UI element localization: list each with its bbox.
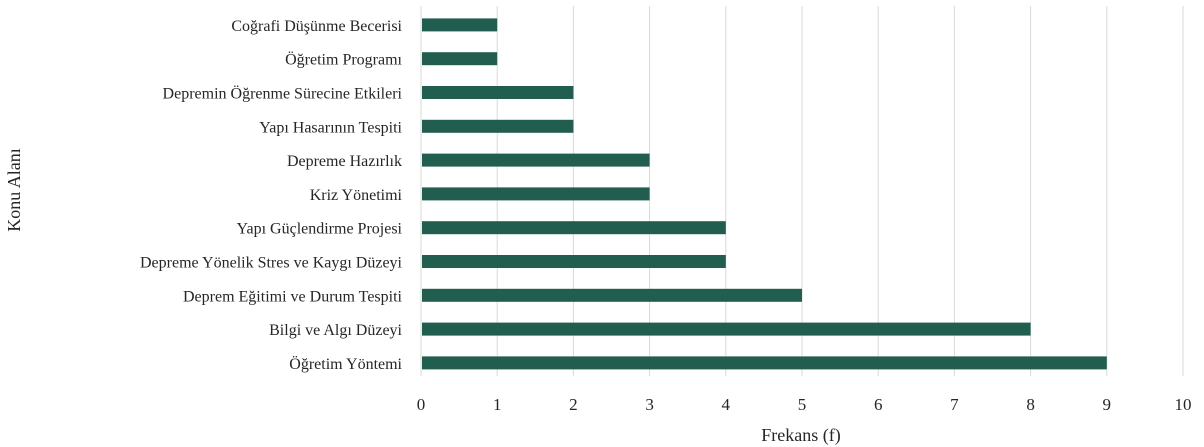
x-axis-title: Frekans (f) [761,425,840,446]
bar [422,322,1031,336]
y-axis-title: Konu Alanı [4,148,24,232]
x-tick-label: 1 [493,395,502,414]
category-label: Bilgi ve Algı Düzeyi [269,322,402,339]
category-label: Depreme Yönelik Stres ve Kaygı Düzeyi [140,255,403,272]
bar [422,221,726,235]
bar [422,18,498,32]
bars [422,18,1107,370]
bar [422,119,574,133]
gridlines [420,6,1184,376]
bar [422,255,726,268]
bar [422,187,650,201]
x-tick-label: 8 [1026,395,1035,414]
bar [422,356,1107,370]
category-label: Öğretim Yöntemi [289,355,402,373]
category-label: Kriz Yönetimi [310,187,403,204]
x-tick-label: 6 [874,395,883,414]
x-tick-label: 9 [1103,395,1112,414]
bar [422,52,498,66]
category-label: Yapı Hasarının Tespiti [259,119,402,136]
bar [422,153,650,167]
category-label: Deprem Eğitimi ve Durum Tespiti [183,288,403,305]
category-label: Depremin Öğrenme Sürecine Etkileri [163,85,403,103]
category-label: Yapı Güçlendirme Projesi [237,221,403,238]
x-tick-label: 4 [722,395,731,414]
x-tick-label: 7 [950,395,959,414]
x-tick-label: 2 [569,395,578,414]
x-tick-label: 3 [645,395,654,414]
category-label: Öğretim Programı [285,51,402,69]
bar [422,288,802,302]
category-label: Depreme Hazırlık [287,153,402,170]
x-tick-label: 10 [1175,395,1192,414]
x-tick-label: 5 [798,395,807,414]
bar [422,86,574,99]
category-labels: Coğrafi Düşünme Becerisi Öğretim Programı… [140,18,403,373]
category-label: Coğrafi Düşünme Becerisi [231,18,402,35]
x-tick-label: 0 [417,395,426,414]
x-tick-labels: 0 1 2 3 4 5 6 7 8 9 10 [417,395,1192,414]
